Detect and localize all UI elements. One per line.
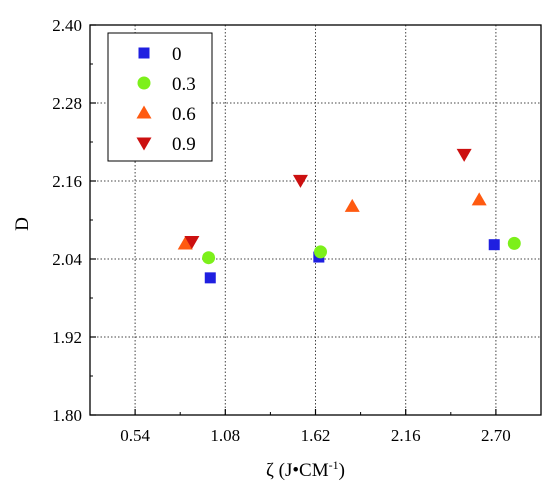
x-tick-label: 1.08: [210, 426, 240, 445]
data-point-triangle-down: [184, 235, 200, 249]
y-axis-label: D: [12, 217, 33, 231]
data-point-circle: [314, 245, 328, 259]
x-axis-label: ζ (J•CM-1): [266, 458, 345, 481]
x-tick-label: 2.70: [481, 426, 511, 445]
legend-marker: [136, 137, 152, 151]
y-tick-label: 2.28: [52, 94, 82, 113]
y-tick-label: 2.16: [52, 172, 82, 191]
x-tick-label: 0.54: [120, 426, 150, 445]
legend-marker: [138, 47, 150, 59]
x-axis-label-main: ζ (J•CM: [266, 460, 329, 481]
data-point-triangle-up: [344, 198, 360, 212]
data-markers: [177, 148, 521, 284]
legend-label: 0.9: [172, 134, 196, 155]
x-tick-label: 1.62: [301, 426, 331, 445]
legend-marker: [137, 76, 151, 90]
x-axis-label-superscript: -1: [329, 458, 339, 472]
legend-label: 0: [172, 44, 182, 65]
legend: 0 0.3 0.6 0.9: [107, 32, 213, 162]
legend-box: [107, 32, 213, 162]
x-tick-label: 2.16: [391, 426, 421, 445]
data-point-circle: [202, 251, 216, 265]
legend-marker: [136, 105, 152, 119]
data-point-square: [204, 272, 216, 284]
data-point-triangle-down: [292, 174, 308, 188]
legend-label: 0.6: [172, 104, 196, 125]
data-point-triangle-up: [471, 192, 487, 206]
y-tick-label: 2.04: [52, 250, 82, 269]
axis-ticks: 0.54 1.08 1.62 2.16 2.70 1.80 1.92 2.04 2.16 2.28…: [52, 16, 511, 445]
legend-label: 0.3: [172, 74, 196, 95]
data-point-circle: [507, 236, 521, 250]
y-tick-label: 1.80: [52, 406, 82, 425]
data-point-triangle-up: [177, 236, 193, 250]
data-point-square: [488, 239, 500, 251]
data-point-triangle-down: [456, 148, 472, 162]
y-tick-label: 1.92: [52, 328, 82, 347]
x-axis-label-end: ): [339, 460, 345, 481]
y-tick-label: 2.40: [52, 16, 82, 35]
